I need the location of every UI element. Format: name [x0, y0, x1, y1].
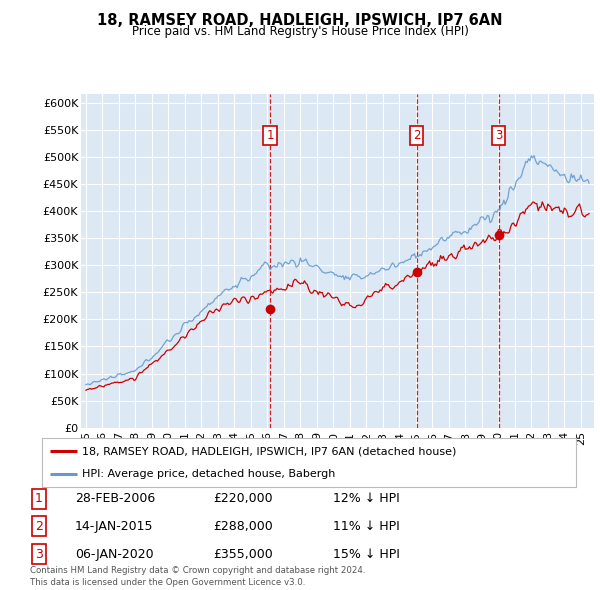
Text: 12% ↓ HPI: 12% ↓ HPI — [333, 492, 400, 505]
Text: 18, RAMSEY ROAD, HADLEIGH, IPSWICH, IP7 6AN (detached house): 18, RAMSEY ROAD, HADLEIGH, IPSWICH, IP7 … — [82, 447, 457, 457]
Text: Price paid vs. HM Land Registry's House Price Index (HPI): Price paid vs. HM Land Registry's House … — [131, 25, 469, 38]
Text: 1: 1 — [266, 129, 274, 142]
Text: 15% ↓ HPI: 15% ↓ HPI — [333, 548, 400, 560]
Text: 06-JAN-2020: 06-JAN-2020 — [75, 548, 154, 560]
Text: 3: 3 — [495, 129, 502, 142]
Text: £220,000: £220,000 — [213, 492, 272, 505]
Text: 3: 3 — [35, 548, 43, 560]
Text: 2: 2 — [413, 129, 420, 142]
Text: 14-JAN-2015: 14-JAN-2015 — [75, 520, 154, 533]
Text: £355,000: £355,000 — [213, 548, 273, 560]
Text: HPI: Average price, detached house, Babergh: HPI: Average price, detached house, Babe… — [82, 468, 335, 478]
Text: £288,000: £288,000 — [213, 520, 273, 533]
Text: Contains HM Land Registry data © Crown copyright and database right 2024.
This d: Contains HM Land Registry data © Crown c… — [30, 566, 365, 587]
Text: 18, RAMSEY ROAD, HADLEIGH, IPSWICH, IP7 6AN: 18, RAMSEY ROAD, HADLEIGH, IPSWICH, IP7 … — [97, 13, 503, 28]
Text: 28-FEB-2006: 28-FEB-2006 — [75, 492, 155, 505]
Text: 1: 1 — [35, 492, 43, 505]
Text: 2: 2 — [35, 520, 43, 533]
Text: 11% ↓ HPI: 11% ↓ HPI — [333, 520, 400, 533]
